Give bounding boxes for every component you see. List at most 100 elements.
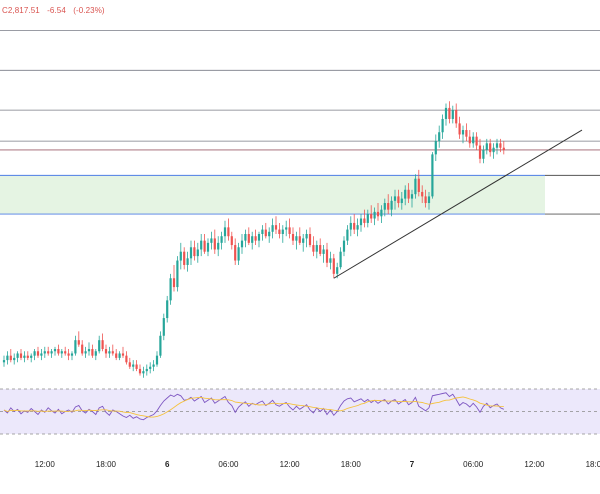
candle-body (421, 191, 424, 197)
candle-body (183, 251, 186, 265)
candle-body (264, 229, 267, 237)
candle (47, 346, 50, 356)
candle-body (448, 107, 451, 119)
candle (67, 349, 70, 361)
candle (410, 189, 414, 208)
candle (57, 344, 60, 356)
candle (104, 344, 108, 358)
candle-body (104, 349, 108, 354)
candle (322, 245, 325, 263)
candle (353, 214, 356, 234)
candle-body (33, 351, 36, 356)
candle-body (206, 242, 210, 252)
candle (257, 231, 261, 248)
candle (271, 218, 274, 239)
candle-body (387, 203, 390, 210)
candle-body (210, 238, 213, 243)
candle-body (441, 118, 444, 133)
candle-body (254, 236, 257, 241)
candle (101, 333, 104, 352)
change-percent: (-0.23%) (73, 6, 105, 15)
candle-body (149, 366, 152, 369)
candle (434, 134, 437, 161)
candle-body (237, 247, 240, 261)
candle-body (458, 123, 461, 135)
candle (393, 189, 397, 210)
candle-body (30, 355, 33, 358)
candle (247, 227, 250, 246)
candle-body (424, 196, 427, 204)
candle (444, 103, 448, 126)
candle-body (162, 318, 165, 336)
candle-body (356, 225, 359, 230)
candle-body (431, 154, 434, 197)
candle (230, 231, 233, 250)
candle (166, 295, 169, 323)
candle (288, 218, 291, 239)
candle-body (322, 249, 325, 254)
candle-body (200, 240, 203, 250)
candle (142, 366, 145, 378)
candle (240, 234, 244, 254)
candle-body (189, 247, 193, 259)
candle (50, 349, 53, 358)
change-value: -6.54 (47, 6, 66, 15)
candle-body (111, 351, 114, 354)
rsi-panel (0, 388, 600, 435)
candle (227, 218, 230, 241)
candle (472, 132, 475, 148)
candle-body (319, 245, 322, 254)
candle (495, 138, 499, 155)
candle (261, 225, 264, 241)
candle-body (74, 340, 77, 354)
candle (217, 236, 220, 257)
time-tick-label: 06:00 (463, 460, 484, 469)
candle (404, 185, 407, 206)
candle-body (482, 149, 485, 159)
candle-body (115, 353, 118, 358)
candle (455, 103, 458, 128)
candle-body (240, 240, 244, 248)
candle-body (332, 258, 335, 274)
candle (427, 191, 431, 210)
candle (485, 138, 488, 155)
candle-body (414, 178, 417, 195)
candle-body (312, 245, 315, 252)
candle-body (410, 194, 414, 199)
candle-body (196, 249, 199, 257)
candle (135, 360, 138, 372)
candle (285, 220, 288, 237)
candle-body (176, 260, 179, 288)
candle (108, 346, 111, 358)
candle-body (101, 340, 104, 350)
candle (373, 207, 376, 226)
candle (400, 191, 403, 210)
candle-body (81, 344, 84, 354)
candle-body (23, 355, 26, 358)
candle (162, 313, 165, 341)
candle (53, 346, 57, 356)
candle (438, 125, 441, 148)
candle-body (400, 198, 403, 204)
candle-body (142, 371, 145, 374)
candle (346, 225, 349, 246)
candle-body (138, 368, 142, 374)
candle-body (19, 353, 23, 358)
candle (387, 194, 390, 215)
candle-body (315, 245, 318, 252)
candle-body (407, 189, 410, 199)
candle-body (291, 234, 295, 241)
candle-body (308, 234, 312, 246)
candle-body (155, 355, 159, 365)
candle (155, 351, 159, 367)
candle (251, 231, 254, 250)
candle (84, 346, 87, 358)
candle (132, 360, 135, 372)
candle (121, 346, 125, 358)
candle-body (159, 335, 162, 356)
candle (329, 251, 332, 270)
candle (397, 189, 400, 208)
candle (421, 185, 424, 204)
candle (356, 218, 359, 237)
candle (264, 222, 267, 239)
